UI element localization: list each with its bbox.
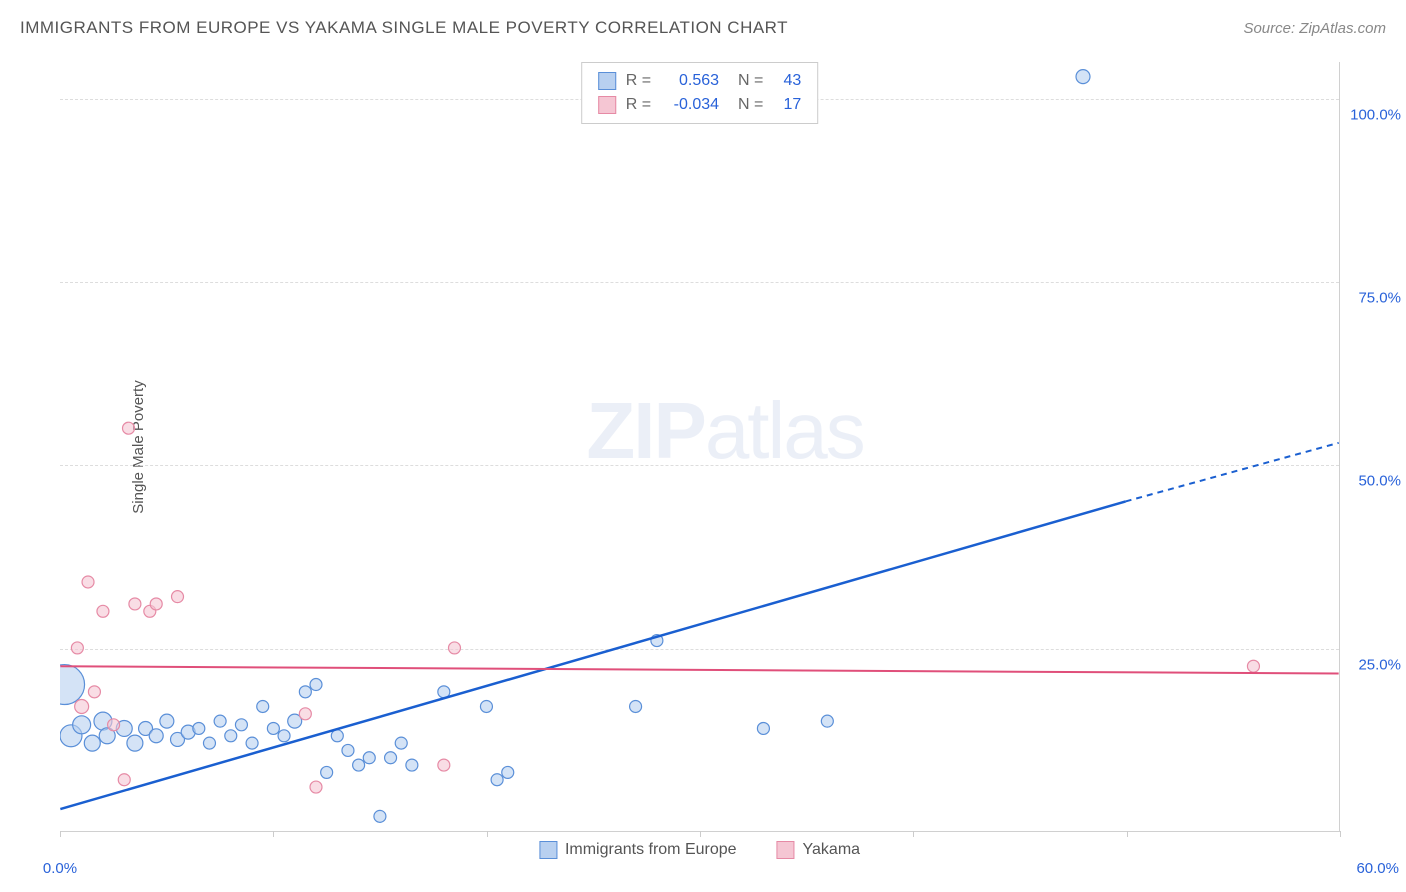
legend-item: Immigrants from Europe	[539, 841, 737, 859]
data-point	[310, 679, 322, 691]
legend-label: Yakama	[803, 841, 861, 859]
x-tick	[913, 831, 914, 837]
stats-swatch	[598, 72, 616, 90]
legend: Immigrants from Europe Yakama	[539, 841, 860, 859]
data-point	[172, 591, 184, 603]
stats-row: R = 0.563 N = 43	[598, 69, 802, 93]
x-tick	[487, 831, 488, 837]
regression-line	[60, 666, 1338, 673]
data-point	[406, 759, 418, 771]
data-point	[438, 759, 450, 771]
data-point	[71, 642, 83, 654]
chart-header: IMMIGRANTS FROM EUROPE VS YAKAMA SINGLE …	[20, 18, 1386, 38]
data-point	[353, 759, 365, 771]
chart-title: IMMIGRANTS FROM EUROPE VS YAKAMA SINGLE …	[20, 18, 788, 38]
data-point	[150, 598, 162, 610]
y-tick-label: 25.0%	[1358, 656, 1401, 673]
data-point	[278, 730, 290, 742]
y-tick-label: 75.0%	[1358, 290, 1401, 307]
data-point	[321, 766, 333, 778]
x-tick	[1127, 831, 1128, 837]
data-point	[491, 774, 503, 786]
data-point	[246, 737, 258, 749]
data-point	[299, 708, 311, 720]
data-point	[149, 729, 163, 743]
x-tick	[273, 831, 274, 837]
stats-n-value: 43	[773, 69, 801, 93]
data-point	[88, 686, 100, 698]
data-point	[448, 642, 460, 654]
legend-swatch	[777, 841, 795, 859]
data-point	[123, 422, 135, 434]
data-point	[310, 781, 322, 793]
stats-swatch	[598, 96, 616, 114]
plot-area: Single Male Poverty ZIPatlas 25.0%50.0%7…	[60, 62, 1340, 832]
data-point	[342, 744, 354, 756]
legend-swatch	[539, 841, 557, 859]
x-tick	[60, 831, 61, 837]
data-point	[225, 730, 237, 742]
data-point	[757, 722, 769, 734]
data-point	[821, 715, 833, 727]
data-point	[108, 719, 120, 731]
chart-source: Source: ZipAtlas.com	[1243, 20, 1386, 37]
x-tick	[700, 831, 701, 837]
data-point	[502, 766, 514, 778]
stats-r-label: R =	[626, 69, 651, 93]
data-point	[480, 701, 492, 713]
legend-label: Immigrants from Europe	[565, 841, 737, 859]
regression-line-extrapolated	[1126, 443, 1339, 502]
data-point	[193, 722, 205, 734]
stats-r-label: R =	[626, 93, 651, 117]
data-point	[1247, 660, 1259, 672]
data-point	[84, 735, 100, 751]
stats-r-value: 0.563	[661, 69, 719, 93]
stats-r-value: -0.034	[661, 93, 719, 117]
x-tick	[1340, 831, 1341, 837]
data-point	[118, 774, 130, 786]
data-point	[331, 730, 343, 742]
data-point	[299, 686, 311, 698]
data-point	[630, 701, 642, 713]
x-tick-label-max: 60.0%	[1356, 860, 1399, 877]
legend-item: Yakama	[777, 841, 861, 859]
data-point	[235, 719, 247, 731]
data-point	[82, 576, 94, 588]
data-point	[73, 716, 91, 734]
data-point	[75, 700, 89, 714]
data-point	[374, 810, 386, 822]
data-point	[214, 715, 226, 727]
data-point	[395, 737, 407, 749]
data-point	[1076, 70, 1090, 84]
y-tick-label: 100.0%	[1350, 106, 1401, 123]
correlation-stats-box: R = 0.563 N = 43 R = -0.034 N = 17	[581, 62, 819, 124]
regression-line	[60, 501, 1125, 809]
data-point	[129, 598, 141, 610]
data-point	[160, 714, 174, 728]
data-point	[385, 752, 397, 764]
stats-n-label: N =	[729, 69, 763, 93]
data-point	[203, 737, 215, 749]
data-point	[363, 752, 375, 764]
data-point	[267, 722, 279, 734]
data-point	[127, 735, 143, 751]
data-point	[97, 605, 109, 617]
y-tick-label: 50.0%	[1358, 473, 1401, 490]
data-point	[60, 665, 85, 705]
stats-n-value: 17	[773, 93, 801, 117]
data-point	[257, 701, 269, 713]
stats-n-label: N =	[729, 93, 763, 117]
stats-row: R = -0.034 N = 17	[598, 93, 802, 117]
scatter-svg	[60, 62, 1339, 831]
x-tick-label-min: 0.0%	[43, 860, 77, 877]
